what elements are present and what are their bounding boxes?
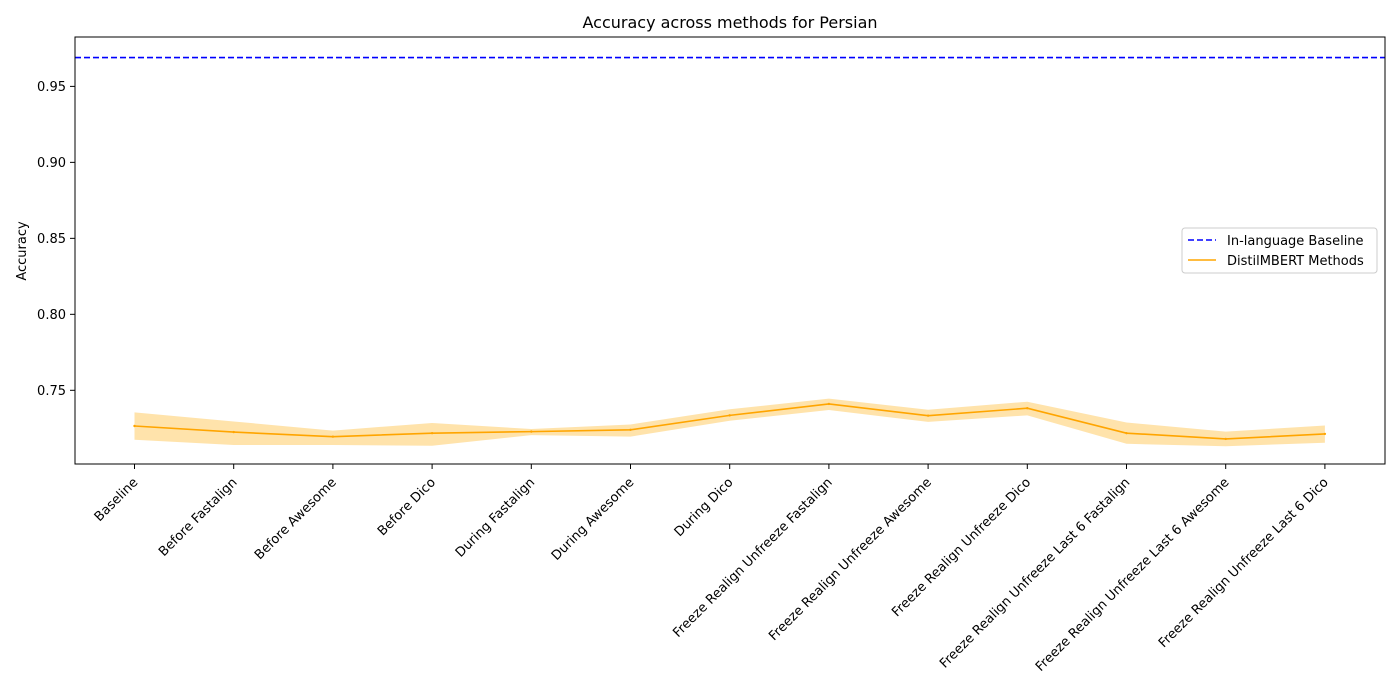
x-tick-label: Before Fastalign [156, 475, 240, 559]
x-tick-label: Freeze Realign Unfreeze Last 6 Awesome [1033, 475, 1233, 675]
distilmbert-data-point [926, 414, 930, 417]
y-tick-label: 0.85 [37, 232, 66, 247]
x-tick-label: During Dico [672, 475, 737, 540]
distilmbert-data-point [331, 435, 335, 438]
distilmbert-data-point [530, 430, 533, 433]
legend-label-distilmbert-methods: DistilMBERT Methods [1227, 254, 1364, 269]
y-axis-label: Accuracy [15, 221, 30, 281]
distilmbert-confidence-band [134, 398, 1325, 447]
legend-box [1181, 227, 1378, 274]
distilmbert-data-point [827, 402, 831, 406]
plot-area: 0.75 0.80 0.85 0.90 0.95 Baseline Before Fasta… [37, 56, 1385, 675]
legend: In-language Baseline DistilMBERT Methods [1181, 227, 1378, 274]
y-tick-label: 0.95 [37, 80, 66, 95]
distilmbert-data-point [133, 424, 136, 428]
x-tick-label: During Awesome [549, 475, 638, 564]
distilmbert-data-point [728, 414, 731, 417]
x-tick-label: During Fastalign [453, 475, 538, 560]
x-tick-label: Freeze Realign Unfreeze Awesome [766, 475, 935, 644]
x-tick-label: Freeze Realign Unfreeze Fastalign [670, 475, 835, 640]
x-tick-label: Freeze Realign Unfreeze Last 6 Dico [1156, 475, 1332, 651]
distilmbert-data-point [232, 430, 235, 434]
plot-frame [74, 36, 1386, 465]
distilmbert-data-point [629, 428, 632, 432]
x-tick-label: Before Awesome [252, 475, 340, 563]
distilmbert-data-point [1323, 432, 1327, 436]
x-tick-label: Baseline [92, 475, 142, 525]
chart-title: Accuracy across methods for Persian [582, 13, 877, 32]
distilmbert-data-point [1224, 437, 1227, 441]
x-tick-label: Before Dico [375, 475, 439, 539]
y-tick-label: 0.80 [37, 308, 66, 323]
legend-label-in-language-baseline: In-language Baseline [1227, 234, 1364, 249]
y-tick-label: 0.75 [37, 384, 66, 399]
distilmbert-data-point [1125, 431, 1128, 435]
distilmbert-data-point [430, 431, 434, 435]
y-tick-label: 0.90 [37, 156, 66, 171]
x-tick-label: Freeze Realign Unfreeze Last 6 Fastalign [937, 475, 1133, 671]
distilmbert-data-point [1026, 407, 1029, 410]
